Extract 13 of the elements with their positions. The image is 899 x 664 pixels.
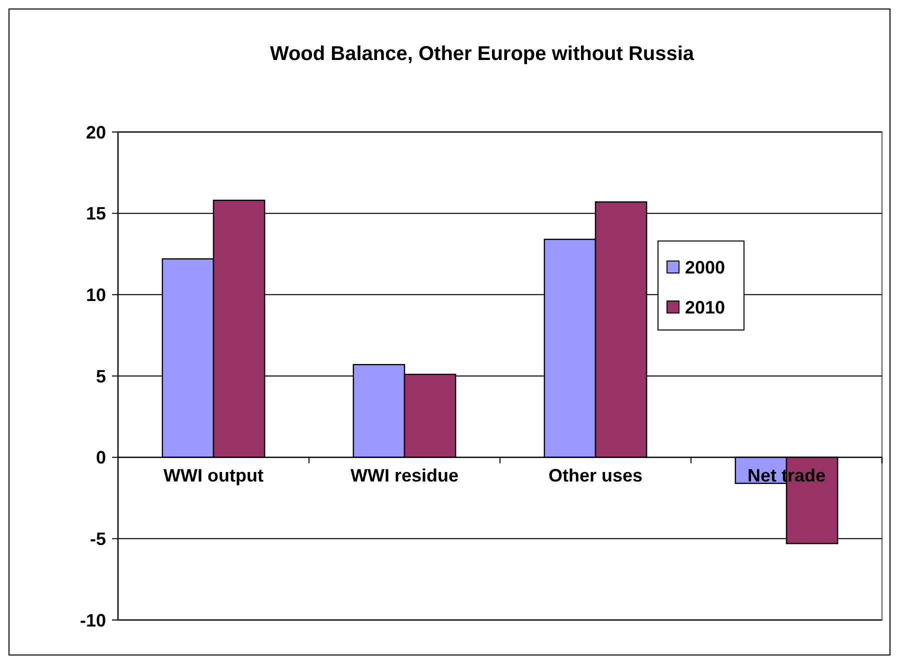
x-tick-label: WWI residue (350, 465, 459, 486)
y-tick-label: 5 (96, 366, 106, 386)
y-tick-label: 0 (96, 448, 106, 468)
x-tick-label: Other uses (548, 465, 643, 486)
y-tick-label: 10 (86, 284, 106, 305)
x-tick-label: WWI output (164, 465, 264, 486)
y-tick-label: -5 (90, 528, 106, 549)
y-tick-label: 20 (86, 122, 106, 142)
chart-title: Wood Balance, Other Europe without Russia (270, 43, 695, 65)
legend-label: 2010 (685, 297, 726, 318)
legend-label: 2000 (685, 257, 726, 278)
y-tick-label: 15 (86, 204, 106, 224)
y-tick-label: -10 (80, 610, 106, 630)
